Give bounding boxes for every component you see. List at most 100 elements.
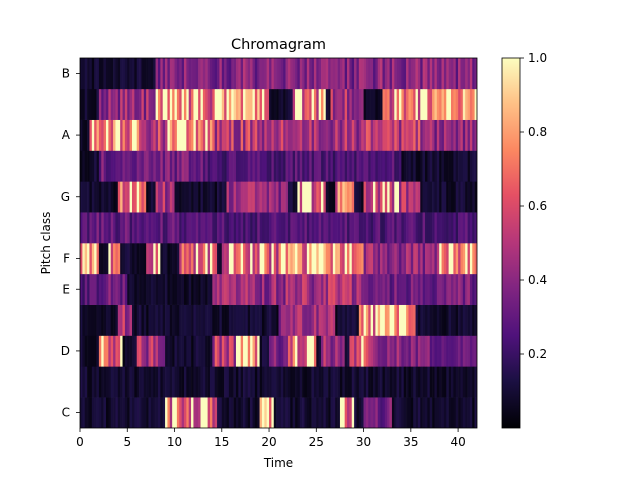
heatmap-cell (410, 181, 414, 213)
heatmap-cell (219, 58, 223, 90)
heatmap-cell (122, 243, 126, 275)
heatmap-cell (103, 212, 107, 244)
heatmap-cell (309, 58, 312, 90)
heatmap-cell (365, 273, 369, 305)
heatmap-cell (295, 119, 298, 151)
heatmap-cell (266, 181, 270, 213)
heatmap-cell (358, 88, 362, 120)
heatmap-cell (472, 212, 475, 244)
heatmap-cell (299, 243, 303, 275)
heatmap-cell (321, 212, 324, 244)
heatmap-cell (321, 150, 324, 182)
heatmap-cell (396, 181, 400, 213)
heatmap-cell (193, 88, 197, 120)
heatmap-cell (207, 150, 211, 182)
y-axis-label: Pitch class (39, 212, 53, 275)
heatmap-cell (179, 181, 182, 213)
heatmap-cell (98, 243, 102, 275)
heatmap-cell (401, 366, 405, 398)
heatmap-cell (394, 273, 397, 305)
heatmap-cell (399, 150, 402, 182)
colorbar-tick-label: 0.8 (528, 125, 547, 139)
heatmap-cell (356, 212, 360, 244)
heatmap-cell (247, 212, 251, 244)
heatmap-cell (460, 397, 464, 428)
heatmap-cell (214, 243, 218, 275)
heatmap-cell (427, 58, 431, 90)
heatmap-cell (127, 397, 130, 428)
heatmap-cell (195, 58, 199, 90)
heatmap-cell (228, 273, 232, 305)
heatmap-cell (252, 88, 256, 120)
heatmap-cell (186, 181, 189, 213)
heatmap-cell (254, 181, 258, 213)
heatmap-cell (389, 88, 393, 120)
heatmap-cell (302, 181, 305, 213)
heatmap-cell (434, 366, 438, 398)
heatmap-cell (342, 366, 345, 398)
colorbar-tick-label: 0.2 (528, 347, 547, 361)
heatmap-cell (82, 58, 86, 90)
heatmap-cell (328, 273, 331, 305)
heatmap-cell (266, 119, 270, 151)
heatmap-cell (165, 397, 168, 428)
heatmap-cell (179, 397, 182, 428)
heatmap-cell (202, 150, 206, 182)
heatmap-cell (80, 150, 83, 182)
heatmap-cell (82, 335, 86, 367)
heatmap-cell (467, 397, 471, 428)
heatmap-cell (396, 150, 400, 182)
heatmap-cell (311, 181, 315, 213)
heatmap-cell (162, 304, 166, 336)
heatmap-cell (422, 366, 426, 398)
heatmap-cell (82, 366, 86, 398)
heatmap-cell (91, 181, 95, 213)
heatmap-cell (337, 366, 341, 398)
heatmap-cell (89, 119, 93, 151)
heatmap-cell (328, 150, 331, 182)
y-tick-label: D (61, 344, 70, 358)
heatmap-cell (162, 397, 166, 428)
heatmap-cell (82, 304, 86, 336)
heatmap-cell (313, 88, 317, 120)
heatmap-cell (290, 58, 293, 90)
heatmap-cell (295, 181, 298, 213)
heatmap-cell (356, 397, 360, 428)
heatmap-cell (122, 88, 126, 120)
heatmap-cell (309, 366, 312, 398)
heatmap-cell (455, 304, 459, 336)
heatmap-cell (247, 335, 251, 367)
heatmap-cell (252, 243, 256, 275)
heatmap-cell (335, 366, 338, 398)
heatmap-cell (299, 335, 303, 367)
heatmap-cell (134, 212, 138, 244)
heatmap-cell (323, 150, 327, 182)
heatmap-cell (408, 150, 412, 182)
heatmap-cell (380, 273, 383, 305)
heatmap-cell (217, 212, 220, 244)
heatmap-cell (269, 273, 272, 305)
heatmap-cell (172, 397, 175, 428)
heatmap-cell (110, 273, 114, 305)
heatmap-cell (122, 58, 126, 90)
heatmap-cell (235, 181, 239, 213)
x-tick-label: 20 (261, 435, 276, 449)
heatmap-cell (328, 181, 331, 213)
heatmap-cell (325, 181, 329, 213)
heatmap-cell (117, 397, 121, 428)
heatmap-cell (363, 88, 367, 120)
heatmap-cell (226, 88, 230, 120)
heatmap-cell (313, 273, 317, 305)
heatmap-cell (224, 335, 227, 367)
heatmap-cell (245, 88, 249, 120)
heatmap-cell (278, 150, 282, 182)
heatmap-cell (316, 366, 319, 398)
heatmap-cell (443, 243, 447, 275)
heatmap-cell (269, 150, 272, 182)
heatmap-cell (453, 243, 457, 275)
heatmap-cell (233, 58, 237, 90)
heatmap-cell (221, 58, 225, 90)
heatmap-cell (120, 273, 123, 305)
heatmap-cell (356, 150, 360, 182)
heatmap-cell (195, 212, 199, 244)
